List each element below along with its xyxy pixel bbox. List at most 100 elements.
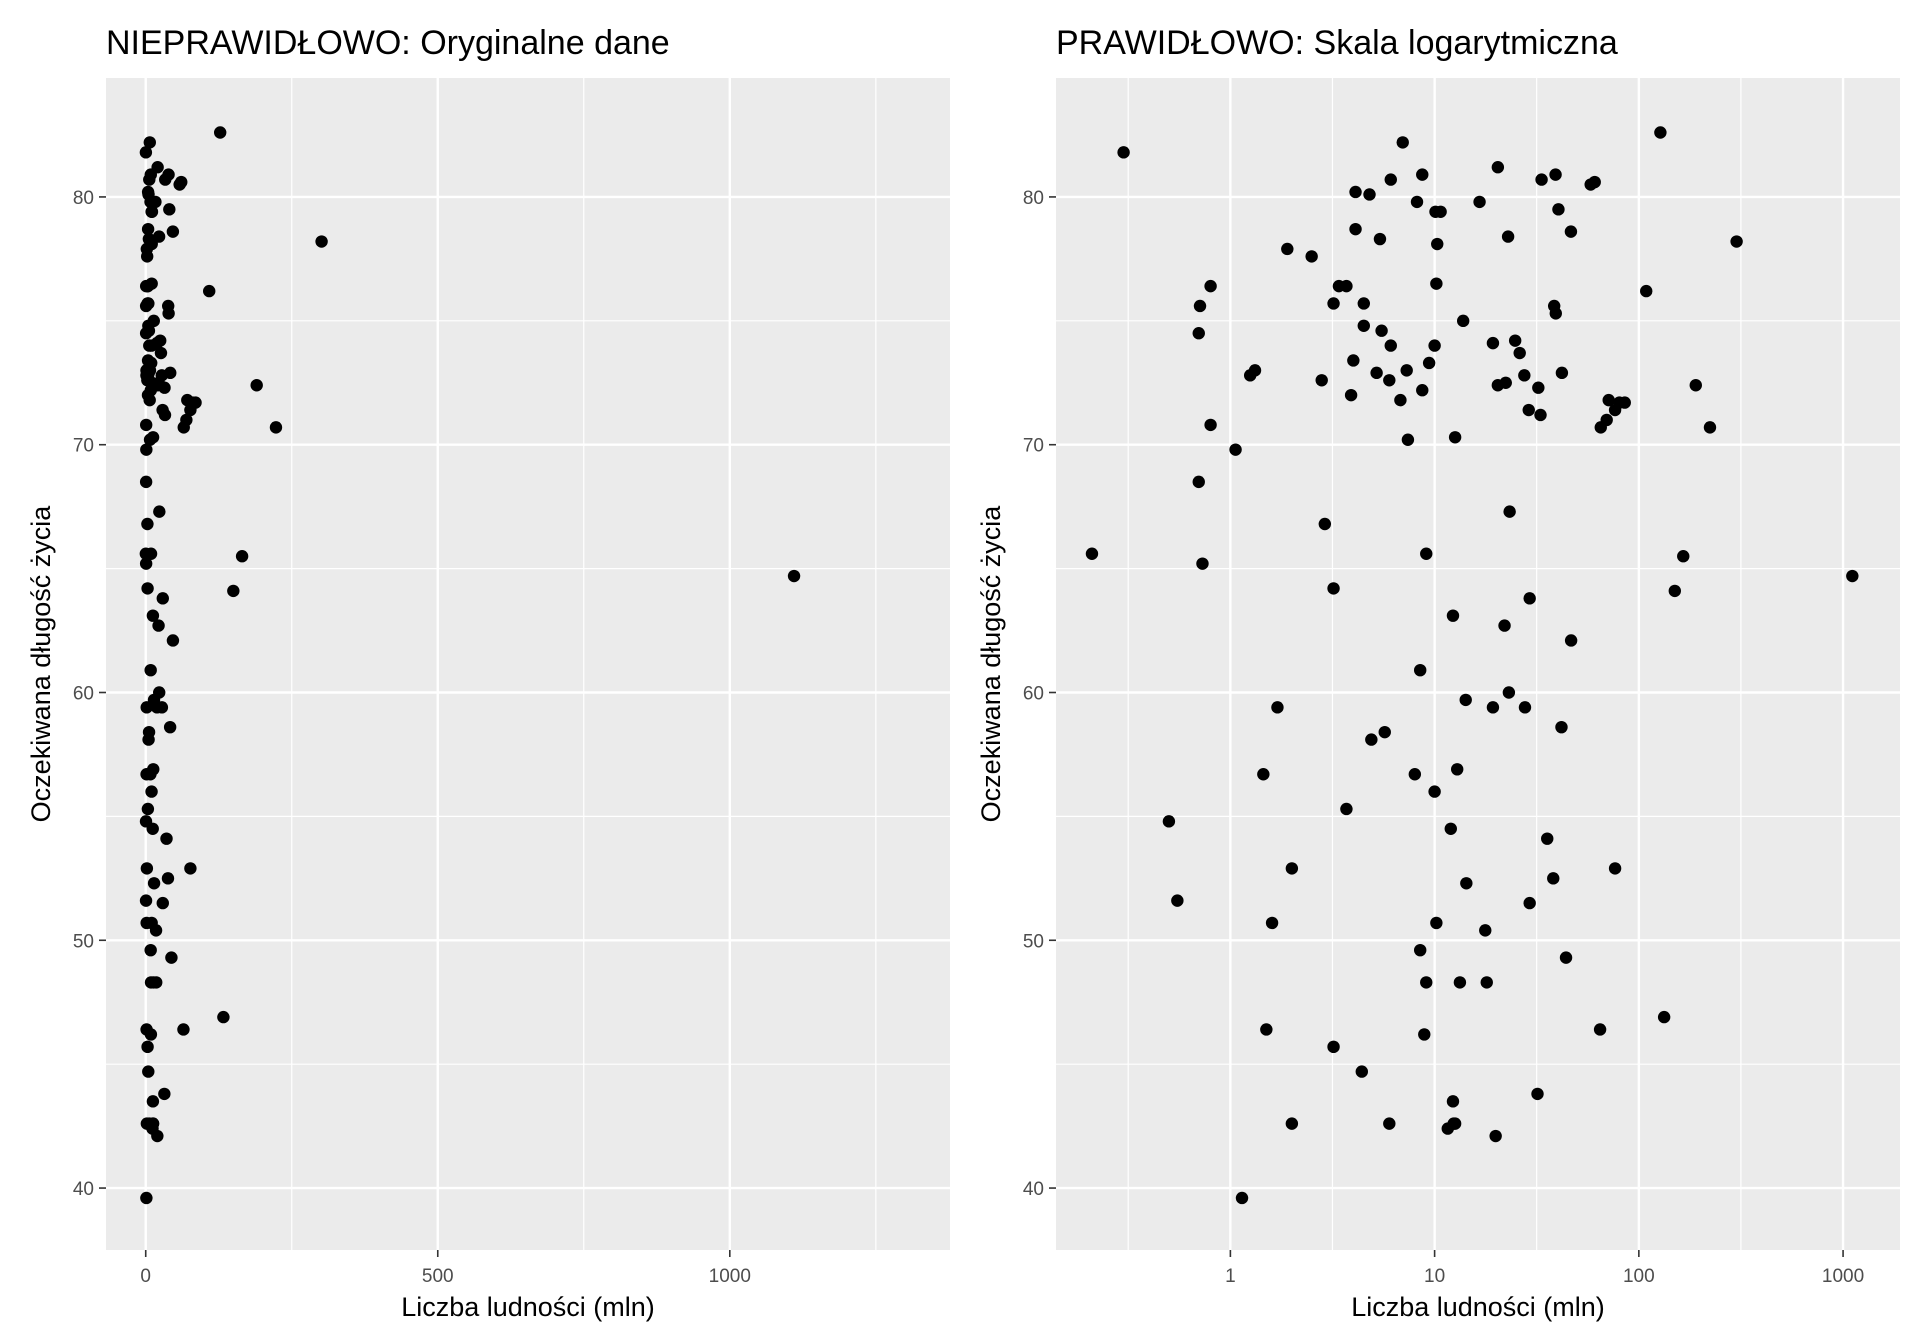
chart-1-data-point — [153, 505, 166, 518]
chart-1-panel-background — [106, 78, 950, 1250]
chart-2-data-point — [1347, 354, 1360, 367]
chart-2-data-point — [1196, 557, 1209, 570]
chart-2-x-tick-label: 1 — [1225, 1266, 1236, 1287]
chart-2-data-point — [1491, 161, 1505, 174]
chart-1-data-point — [142, 1065, 155, 1078]
chart-2-data-point — [1501, 230, 1515, 243]
chart-1-data-point — [144, 168, 157, 181]
chart-2-data-point — [1410, 195, 1424, 209]
chart-2-data-point — [1243, 369, 1257, 382]
chart-2-data-point — [1555, 720, 1568, 734]
chart-2-data-point — [1344, 388, 1358, 402]
chart-2-data-point — [1383, 374, 1396, 387]
chart-1-data-point — [154, 346, 168, 360]
chart-2-data-point — [1384, 173, 1397, 186]
chart-1-data-point — [143, 136, 156, 149]
chart-2-data-point — [1456, 314, 1470, 328]
chart-1-data-point — [141, 222, 155, 236]
chart-1-y-tick-label: 50 — [73, 931, 94, 952]
chart-2-data-point — [1441, 1122, 1454, 1135]
chart-1-data-point — [139, 894, 153, 907]
chart-1-data-point — [150, 976, 163, 989]
chart-1-data-point — [141, 802, 155, 816]
chart-2-data-point — [1518, 701, 1532, 714]
chart-1-data-point — [160, 832, 173, 845]
chart-2-data-point — [1394, 393, 1407, 407]
chart-2-data-point — [1547, 299, 1561, 313]
chart-2-y-tick-label: 70 — [1023, 436, 1044, 457]
chart-2-data-point — [1446, 1095, 1460, 1108]
chart-2-data-point — [1428, 785, 1441, 798]
chart-2-data-point — [1654, 126, 1667, 139]
chart-1-data-point — [163, 203, 176, 216]
chart-1-data-point — [152, 230, 166, 243]
chart-2-data-point — [1285, 862, 1299, 875]
chart-2-panel-background — [1056, 78, 1900, 1250]
chart-1-data-point — [144, 547, 158, 560]
chart-1-data-point — [787, 569, 801, 583]
chart-1-data-point — [166, 225, 180, 238]
chart-2-data-point — [1498, 619, 1511, 632]
chart-2-data-point — [1416, 384, 1429, 397]
chart-2-data-point — [1373, 232, 1387, 246]
chart-1-data-point — [235, 550, 249, 563]
chart-2-data-point — [1327, 582, 1340, 595]
chart-1-data-point — [184, 403, 197, 417]
chart-2-data-point — [1315, 374, 1328, 387]
chart-2-data-point — [1265, 916, 1279, 930]
chart-2-data-point — [1555, 366, 1569, 380]
chart-2-data-point — [1400, 364, 1413, 377]
chart-2-x-tick-label: 100 — [1623, 1266, 1655, 1287]
chart-2-data-point — [1420, 976, 1433, 989]
chart-1-data-point — [146, 1095, 160, 1108]
chart-1-data-point — [152, 619, 165, 632]
chart-1: 40 50 60 70 80 0 500 1000 NIEPRAWIDŁOWO: Orygina… — [26, 24, 950, 1322]
chart-1-data-point — [139, 418, 153, 432]
chart-1-data-point — [141, 517, 154, 531]
chart-1-y-tick-label: 40 — [73, 1179, 94, 1200]
chart-1-x-axis-title: Liczba ludności (mln) — [401, 1292, 655, 1322]
chart-1-data-point — [177, 1023, 190, 1036]
chart-2-data-point — [1357, 319, 1370, 332]
chart-1-data-point — [162, 299, 175, 313]
chart-1-y-tick-label: 60 — [73, 683, 94, 704]
chart-2-data-point — [1523, 896, 1536, 910]
chart-2-data-point — [1235, 1191, 1249, 1205]
chart-2-data-point — [1383, 1117, 1396, 1130]
chart-1-data-point — [142, 733, 155, 746]
chart-2-data-point — [1349, 222, 1362, 236]
chart-2-data-point — [1703, 421, 1717, 434]
chart-1-data-point — [163, 720, 177, 734]
chart-1-data-point — [250, 379, 263, 392]
chart-2-data-point — [1846, 569, 1859, 583]
chart-2-data-point — [1349, 185, 1362, 199]
chart-1-data-point — [217, 1010, 230, 1024]
chart-2-data-point — [1602, 393, 1615, 407]
chart-2-data-point — [1430, 277, 1443, 290]
chart-2-data-point — [1327, 1040, 1340, 1054]
chart-1-data-point — [166, 634, 180, 647]
chart-2-data-point — [1479, 924, 1492, 937]
chart-1-x-tick-label: 500 — [422, 1266, 454, 1287]
chart-2-data-point — [1401, 433, 1415, 446]
chart-1-data-point — [155, 701, 169, 714]
chart-2-data-point — [1448, 431, 1462, 444]
chart-1-data-point — [144, 663, 157, 677]
chart-2-data-point — [1657, 1010, 1671, 1024]
chart-2-data-point — [1564, 634, 1578, 647]
chart-2-data-point — [1640, 284, 1653, 298]
chart-1-data-point — [143, 433, 157, 446]
chart-2-data-point — [1730, 235, 1743, 248]
chart-2-data-point — [1085, 547, 1099, 560]
chart-2-data-point — [1370, 366, 1383, 380]
chart-2-data-point — [1357, 297, 1370, 310]
chart-2-data-point — [1523, 592, 1536, 605]
chart-2-data-point — [1422, 356, 1436, 370]
chart-2-data-point — [1535, 173, 1548, 186]
chart-2-data-point — [1564, 225, 1578, 238]
chart-1-data-point — [203, 284, 216, 298]
chart-2-data-point — [1547, 872, 1560, 885]
chart-2-data-point — [1491, 379, 1505, 392]
chart-2-data-point — [1260, 1023, 1273, 1036]
chart-1-data-point — [227, 584, 240, 598]
